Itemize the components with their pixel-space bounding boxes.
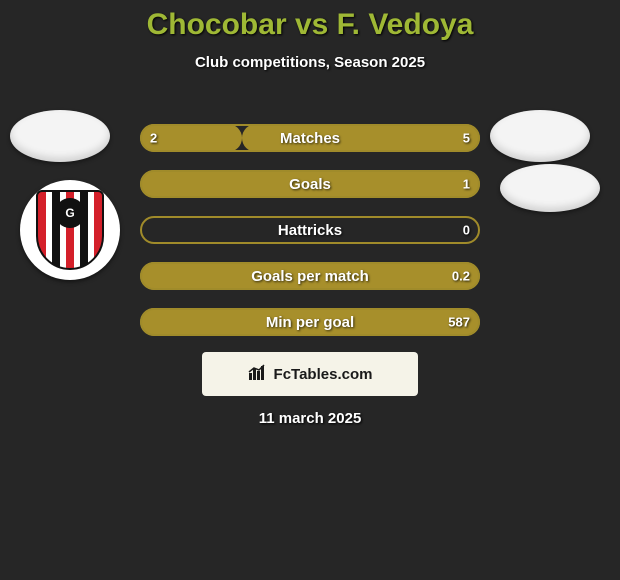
comparison-bars: Matches 2 5 Goals 1 Hattricks 0 Goals per match… <box>140 124 480 354</box>
bar-label: Min per goal <box>266 314 354 331</box>
bar-label: Goals per match <box>251 268 369 285</box>
avatar-left <box>10 110 110 162</box>
stat-row: Hattricks 0 <box>140 216 480 244</box>
bar-value-right: 5 <box>463 131 470 146</box>
stat-row: Goals 1 <box>140 170 480 198</box>
bar-value-right: 0 <box>463 223 470 238</box>
club-crest: G <box>20 180 120 280</box>
crest-shield: G <box>36 190 104 270</box>
bar-chart-icon <box>248 363 268 386</box>
date-line: 11 march 2025 <box>0 410 620 427</box>
page-title: Chocobar vs F. Vedoya <box>0 0 620 42</box>
brand-box[interactable]: FcTables.com <box>202 352 418 396</box>
stat-row: Goals per match 0.2 <box>140 262 480 290</box>
bar-label: Goals <box>289 176 331 193</box>
subtitle: Club competitions, Season 2025 <box>0 54 620 71</box>
avatar-right-top <box>490 110 590 162</box>
stat-row: Min per goal 587 <box>140 308 480 336</box>
bar-fill-right <box>242 124 480 152</box>
bar-label: Hattricks <box>278 222 342 239</box>
bar-value-right: 587 <box>448 315 470 330</box>
brand-text: FcTables.com <box>274 366 373 383</box>
bar-label: Matches <box>280 130 340 147</box>
bar-value-left: 2 <box>150 131 157 146</box>
stat-row: Matches 2 5 <box>140 124 480 152</box>
avatar-right-bottom <box>500 164 600 212</box>
bar-value-right: 0.2 <box>452 269 470 284</box>
bar-value-right: 1 <box>463 177 470 192</box>
crest-badge: G <box>55 198 85 228</box>
